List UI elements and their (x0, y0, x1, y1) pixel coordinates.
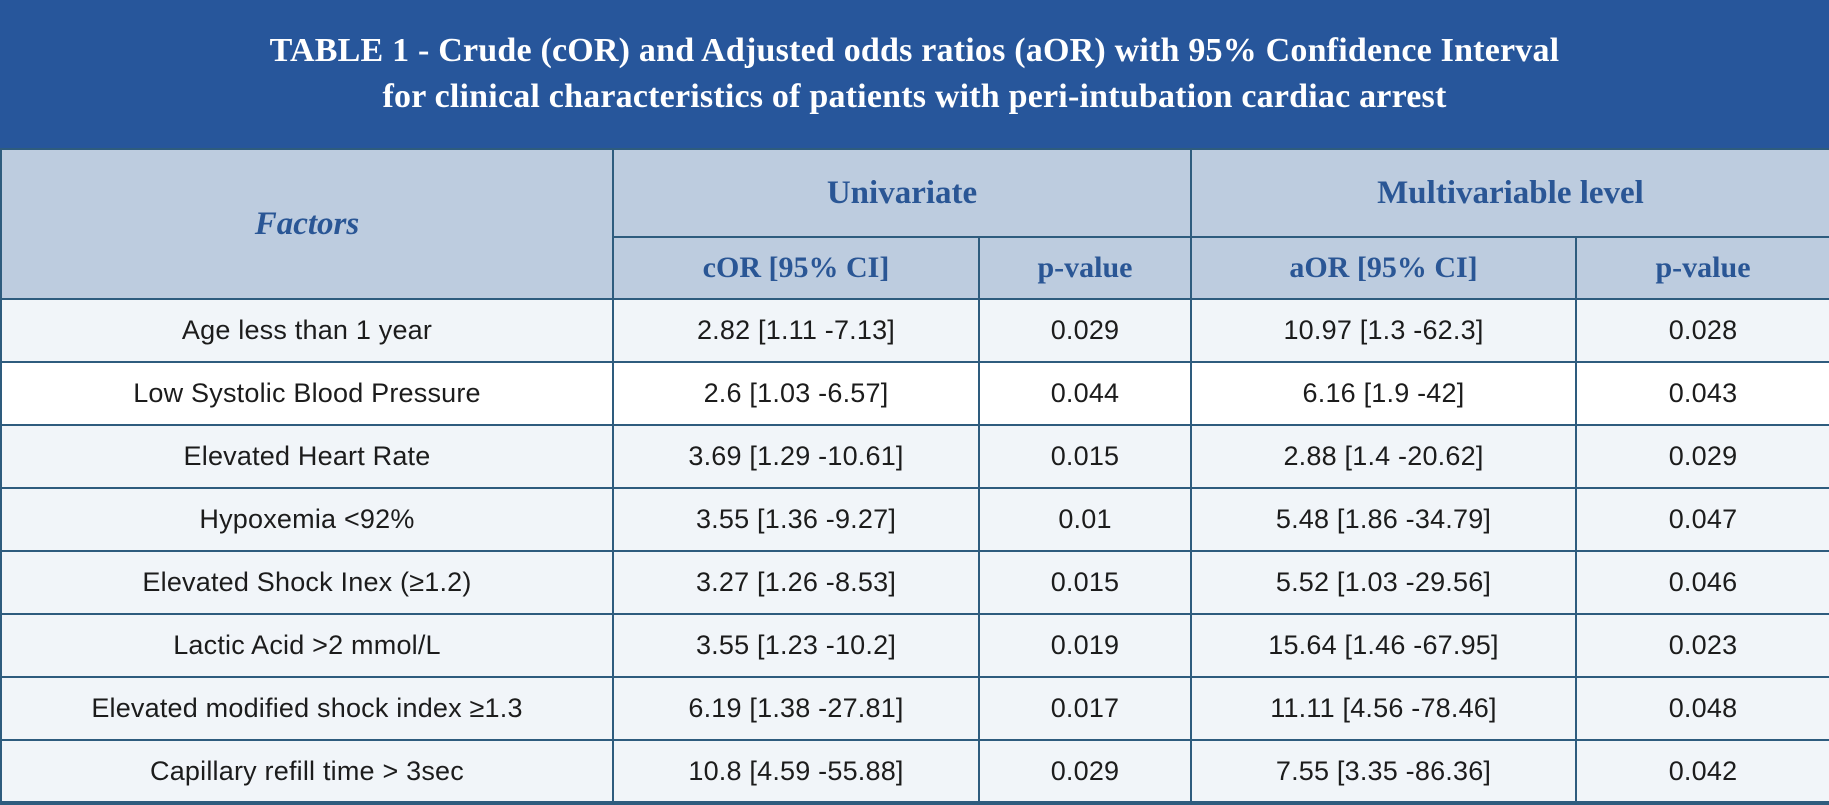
p-value-uni-cell: 0.015 (978, 424, 1192, 489)
p-value-multi-cell: 0.028 (1574, 298, 1829, 363)
cor-ci-cell: 3.55 [1.36 -9.27] (612, 487, 980, 552)
cor-ci-cell: 3.69 [1.29 -10.61] (612, 424, 980, 489)
col-header-p-value-multi: p-value (1574, 236, 1829, 300)
p-value-multi-cell: 0.042 (1574, 739, 1829, 804)
p-value-uni-cell: 0.019 (978, 613, 1192, 678)
table-row: Capillary refill time > 3sec 10.8 [4.59 … (0, 739, 1829, 804)
p-value-multi-cell: 0.046 (1574, 550, 1829, 615)
p-value-multi-cell: 0.023 (1574, 613, 1829, 678)
aor-ci-cell: 6.16 [1.9 -42] (1190, 361, 1577, 426)
p-value-multi-cell: 0.043 (1574, 361, 1829, 426)
table-row: Elevated Heart Rate 3.69 [1.29 -10.61] 0… (0, 424, 1829, 489)
table-header: Factors Univariate Multivariable level c… (0, 148, 1829, 300)
table-body: Age less than 1 year 2.82 [1.11 -7.13] 0… (0, 298, 1829, 804)
table-title-line2: for clinical characteristics of patients… (382, 78, 1447, 115)
p-value-uni-cell: 0.029 (978, 298, 1192, 363)
cor-ci-cell: 2.82 [1.11 -7.13] (612, 298, 980, 363)
table-row: Hypoxemia <92% 3.55 [1.36 -9.27] 0.01 5.… (0, 487, 1829, 552)
aor-ci-cell: 11.11 [4.56 -78.46] (1190, 676, 1577, 741)
factor-cell: Low Systolic Blood Pressure (0, 361, 614, 426)
odds-ratio-table: Factors Univariate Multivariable level c… (0, 148, 1829, 805)
col-header-factors: Factors (0, 148, 614, 300)
table-row: Low Systolic Blood Pressure 2.6 [1.03 -6… (0, 361, 1829, 426)
p-value-uni-cell: 0.01 (978, 487, 1192, 552)
factor-cell: Elevated Shock Inex (≥1.2) (0, 550, 614, 615)
aor-ci-cell: 5.52 [1.03 -29.56] (1190, 550, 1577, 615)
factor-cell: Elevated modified shock index ≥1.3 (0, 676, 614, 741)
aor-ci-cell: 10.97 [1.3 -62.3] (1190, 298, 1577, 363)
table-title: TABLE 1 - Crude (cOR) and Adjusted odds … (0, 0, 1829, 148)
aor-ci-cell: 2.88 [1.4 -20.62] (1190, 424, 1577, 489)
p-value-multi-cell: 0.048 (1574, 676, 1829, 741)
table-title-line1: TABLE 1 - Crude (cOR) and Adjusted odds … (269, 32, 1560, 69)
p-value-multi-cell: 0.029 (1574, 424, 1829, 489)
aor-ci-cell: 5.48 [1.86 -34.79] (1190, 487, 1577, 552)
col-group-multivariable: Multivariable level (1189, 148, 1829, 238)
header-sub-row: cOR [95% CI] p-value aOR [95% CI] p-valu… (1, 236, 1829, 300)
header-group-row: Factors Univariate Multivariable level (0, 148, 1829, 300)
p-value-uni-cell: 0.029 (978, 739, 1192, 804)
factor-cell: Age less than 1 year (0, 298, 614, 363)
cor-ci-cell: 10.8 [4.59 -55.88] (612, 739, 980, 804)
col-header-p-value-uni: p-value (978, 236, 1192, 300)
factor-cell: Hypoxemia <92% (0, 487, 614, 552)
aor-ci-cell: 15.64 [1.46 -67.95] (1190, 613, 1577, 678)
cor-ci-cell: 3.55 [1.23 -10.2] (612, 613, 980, 678)
aor-ci-cell: 7.55 [3.35 -86.36] (1190, 739, 1577, 804)
cor-ci-cell: 3.27 [1.26 -8.53] (612, 550, 980, 615)
col-header-cor: cOR [95% CI] (612, 236, 980, 300)
table-row: Age less than 1 year 2.82 [1.11 -7.13] 0… (0, 298, 1829, 363)
col-header-aor: aOR [95% CI] (1190, 236, 1577, 300)
p-value-multi-cell: 0.047 (1574, 487, 1829, 552)
cor-ci-cell: 2.6 [1.03 -6.57] (612, 361, 980, 426)
factor-cell: Lactic Acid >2 mmol/L (0, 613, 614, 678)
cor-ci-cell: 6.19 [1.38 -27.81] (612, 676, 980, 741)
col-group-univariate: Univariate (612, 148, 1192, 238)
p-value-uni-cell: 0.017 (978, 676, 1192, 741)
factor-cell: Capillary refill time > 3sec (0, 739, 614, 804)
table-row: Elevated Shock Inex (≥1.2) 3.27 [1.26 -8… (0, 550, 1829, 615)
p-value-uni-cell: 0.044 (978, 361, 1192, 426)
table-row: Elevated modified shock index ≥1.3 6.19 … (0, 676, 1829, 741)
factor-cell: Elevated Heart Rate (0, 424, 614, 489)
table-row: Lactic Acid >2 mmol/L 3.55 [1.23 -10.2] … (0, 613, 1829, 678)
p-value-uni-cell: 0.015 (978, 550, 1192, 615)
